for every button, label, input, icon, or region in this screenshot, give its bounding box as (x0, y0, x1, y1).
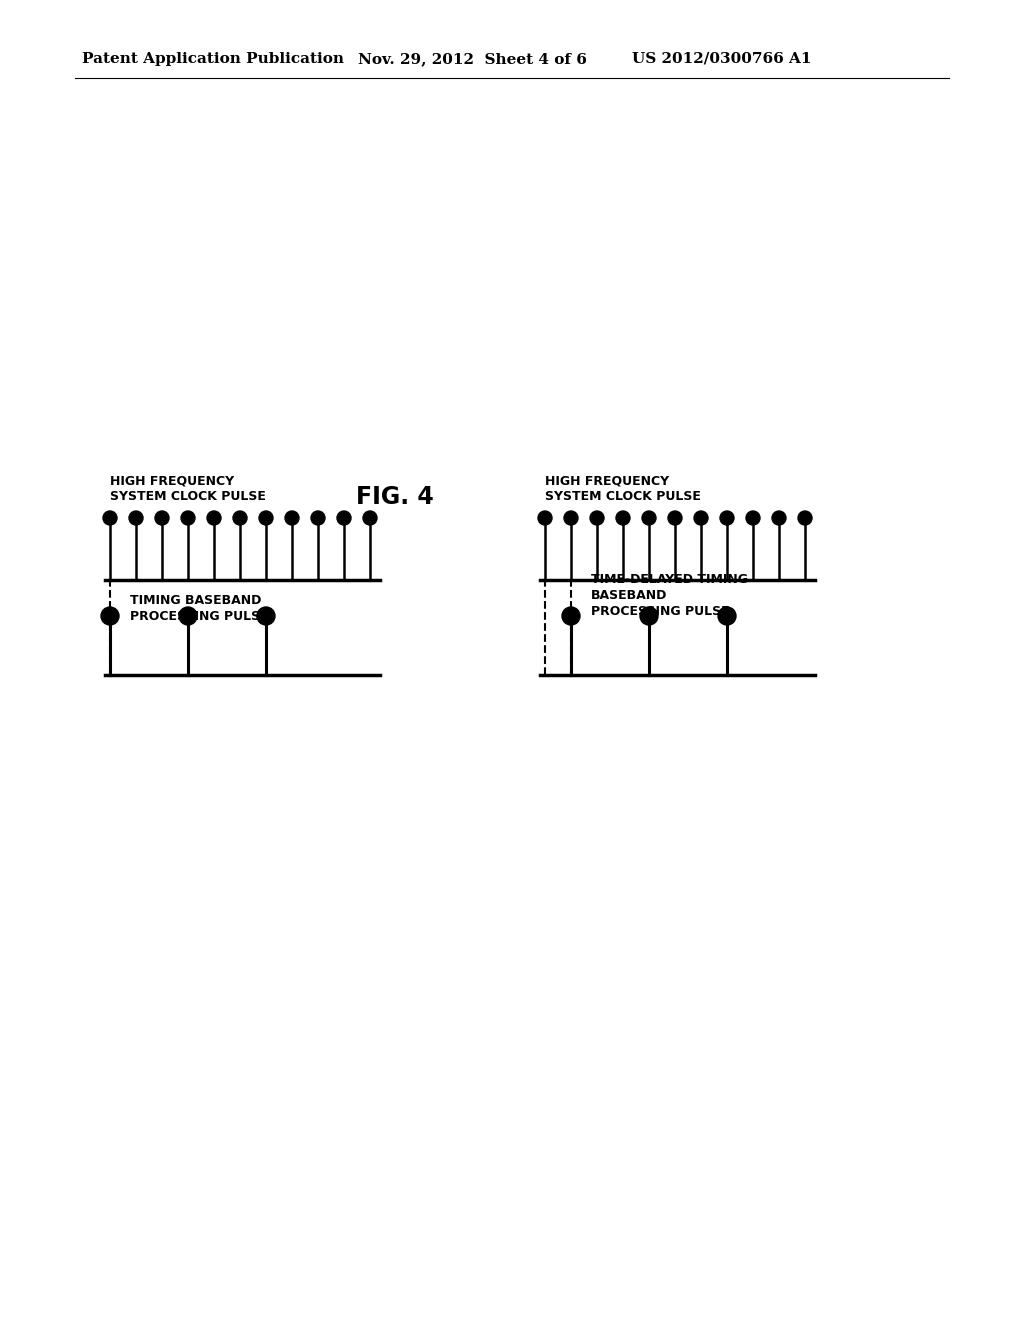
Text: FIG. 4: FIG. 4 (356, 484, 434, 510)
Circle shape (181, 511, 195, 525)
Text: TIMING BASEBAND
PROCESSING PULSE: TIMING BASEBAND PROCESSING PULSE (130, 594, 268, 623)
Circle shape (798, 511, 812, 525)
Circle shape (640, 607, 658, 624)
Circle shape (538, 511, 552, 525)
Circle shape (668, 511, 682, 525)
Text: HIGH FREQUENCY
SYSTEM CLOCK PULSE: HIGH FREQUENCY SYSTEM CLOCK PULSE (110, 474, 266, 503)
Circle shape (694, 511, 708, 525)
Circle shape (179, 607, 197, 624)
Circle shape (590, 511, 604, 525)
Text: Patent Application Publication: Patent Application Publication (82, 51, 344, 66)
Text: Nov. 29, 2012  Sheet 4 of 6: Nov. 29, 2012 Sheet 4 of 6 (358, 51, 587, 66)
Circle shape (772, 511, 786, 525)
Circle shape (101, 607, 119, 624)
Circle shape (103, 511, 117, 525)
Text: US 2012/0300766 A1: US 2012/0300766 A1 (632, 51, 811, 66)
Circle shape (746, 511, 760, 525)
Circle shape (155, 511, 169, 525)
Circle shape (233, 511, 247, 525)
Circle shape (564, 511, 578, 525)
Circle shape (257, 607, 275, 624)
Circle shape (311, 511, 325, 525)
Text: TIME-DELAYED TIMING
BASEBAND
PROCESSING PULSE: TIME-DELAYED TIMING BASEBAND PROCESSING … (591, 573, 748, 618)
Circle shape (718, 607, 736, 624)
Circle shape (720, 511, 734, 525)
Circle shape (129, 511, 143, 525)
Circle shape (337, 511, 351, 525)
Circle shape (259, 511, 273, 525)
Circle shape (285, 511, 299, 525)
Circle shape (642, 511, 656, 525)
Text: HIGH FREQUENCY
SYSTEM CLOCK PULSE: HIGH FREQUENCY SYSTEM CLOCK PULSE (545, 474, 700, 503)
Circle shape (562, 607, 580, 624)
Circle shape (362, 511, 377, 525)
Circle shape (616, 511, 630, 525)
Circle shape (207, 511, 221, 525)
